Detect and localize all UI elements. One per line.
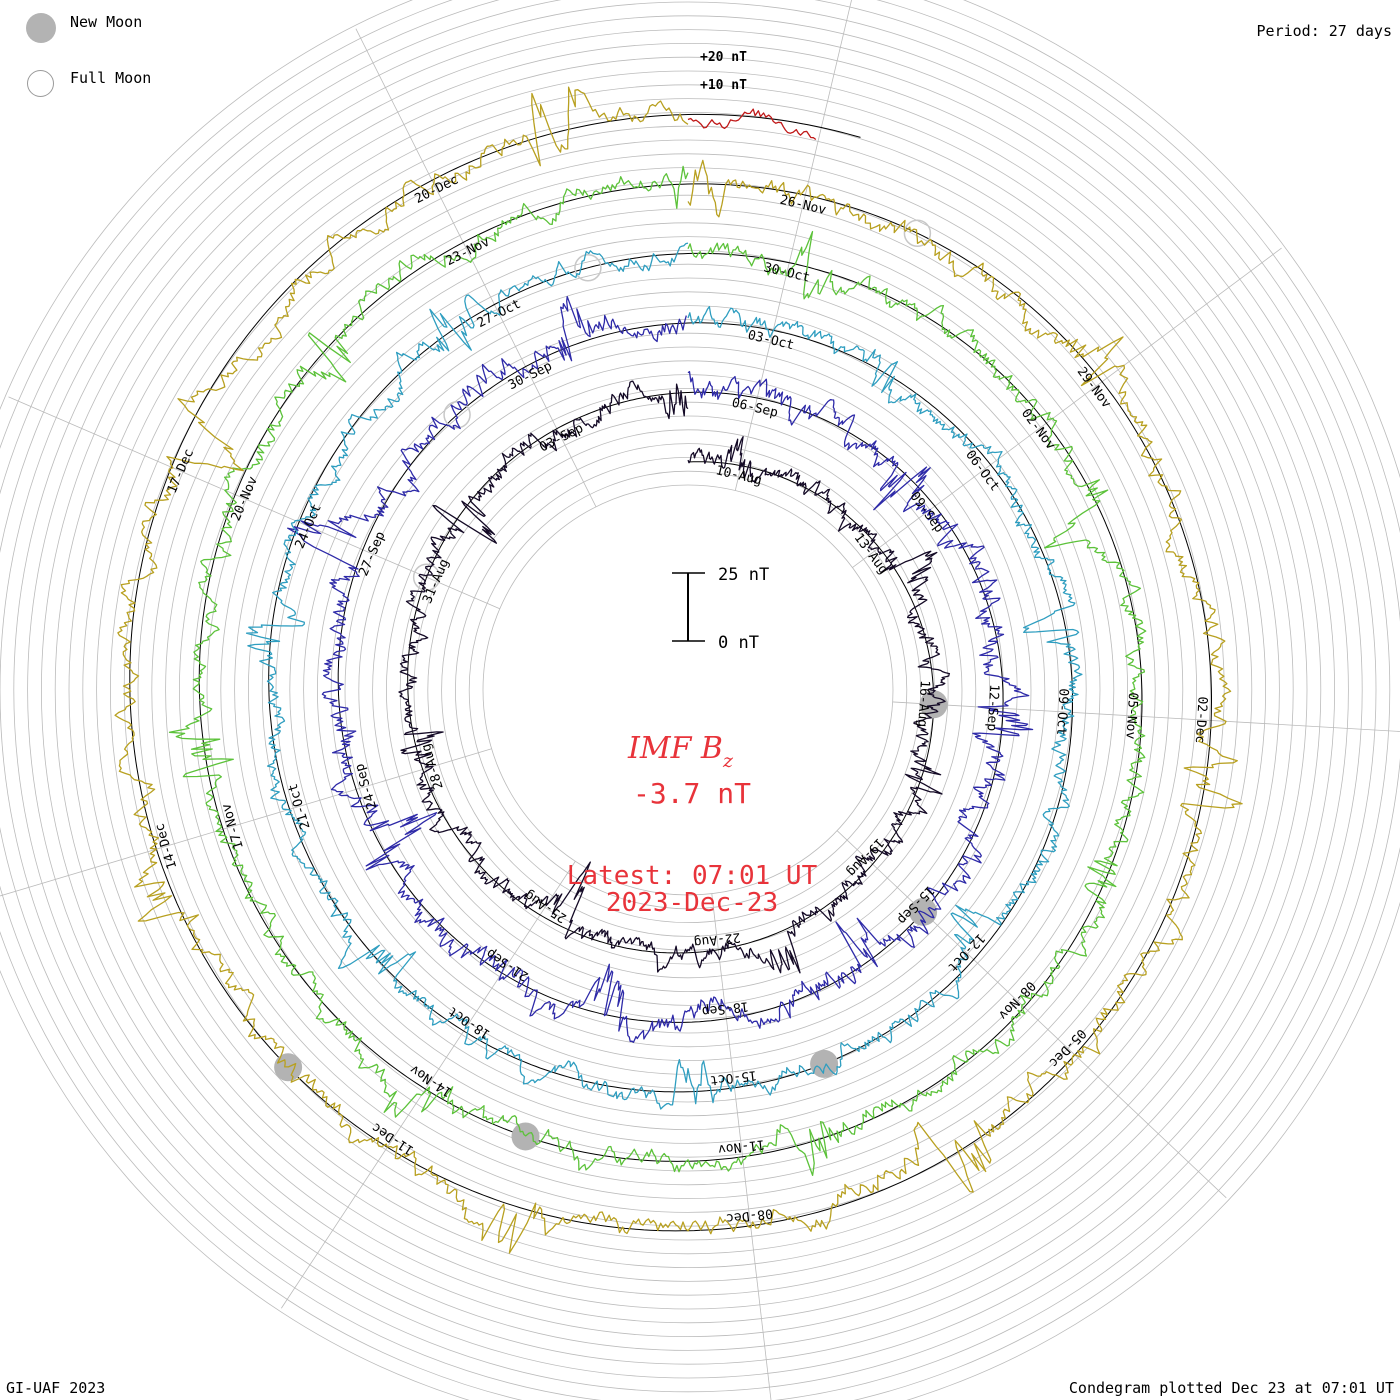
grid-ring: [344, 346, 1032, 1034]
grid-ring: [261, 263, 1115, 1117]
grid-ring: [482, 484, 894, 896]
data-series: [114, 86, 1243, 1254]
grid-ring: [54, 56, 1322, 1324]
grid-ring: [247, 249, 1129, 1131]
grid-ring: [68, 70, 1308, 1310]
grid-ring: [413, 415, 963, 965]
grid-ring: [165, 167, 1211, 1213]
ref-label-10: +10 nT: [700, 78, 747, 93]
radial-grid-line: [892, 701, 1400, 732]
grid-ring: [151, 153, 1225, 1227]
grid-ring: [82, 84, 1294, 1296]
new-moon-legend-icon: [26, 13, 56, 43]
grid-ring: [178, 180, 1198, 1200]
radial-grid-line: [734, 0, 852, 491]
date-label: 11-Nov: [717, 1136, 766, 1156]
scale-top-label: 25 nT: [718, 565, 769, 585]
series-line-2: [287, 295, 1034, 1043]
radial-grid-line: [8, 396, 500, 610]
date-label: 12-Sep: [984, 684, 1002, 732]
zero-reference-spiral: [129, 113, 1212, 1232]
period-label: Period: 27 days: [1256, 22, 1392, 40]
grid-ring: [192, 194, 1184, 1186]
zero-reference-rings: [129, 113, 1212, 1232]
radial-grid-line: [0, 748, 492, 897]
date-label: 02-Dec: [1192, 696, 1210, 744]
series-line-1: [398, 380, 951, 974]
date-label: 18-Oct: [446, 1003, 493, 1041]
grid-ring: [96, 98, 1280, 1282]
full-moon-legend-label: Full Moon: [70, 69, 152, 87]
chart-title-main: IMF B: [627, 731, 723, 766]
date-label: 15-Oct: [709, 1067, 757, 1087]
full-moon-legend-icon: [27, 70, 54, 97]
grid-ring: [110, 112, 1266, 1268]
radial-grid-line: [852, 247, 1282, 568]
series-line-3: [245, 242, 1083, 1110]
date-label: 21-Sep: [484, 945, 532, 983]
date-label: 17-Nov: [219, 801, 247, 850]
date-label: 03-Oct: [746, 328, 795, 353]
grid-ring: [399, 401, 977, 979]
new-moon-marker: [919, 690, 948, 719]
full-moon-marker: [443, 401, 471, 429]
grid-ring: [137, 139, 1239, 1241]
grid-ring: [206, 208, 1170, 1172]
grid-ring: [123, 125, 1253, 1255]
date-label: 18-Sep: [701, 998, 750, 1018]
grid-ring: [316, 318, 1060, 1062]
grid-ring: [468, 470, 908, 910]
date-label: 06-Sep: [730, 395, 779, 420]
ref-label-20: +20 nT: [700, 50, 747, 65]
chart-title: IMF Bz: [627, 731, 734, 772]
date-label: 30-Oct: [762, 260, 811, 285]
date-label: 05-Nov: [1122, 692, 1140, 740]
grid-ring: [454, 456, 922, 924]
date-label: 28-Aug: [419, 742, 447, 791]
series-line-4: [168, 165, 1147, 1177]
current-value: -3.7 nT: [633, 777, 751, 810]
grid-ring: [289, 291, 1087, 1089]
date-label: 09-Oct: [1053, 688, 1071, 736]
scale-bar: 25 nT 0 nT: [672, 565, 769, 653]
plotted-timestamp: Condegram plotted Dec 23 at 07:01 UT: [1068, 1379, 1394, 1397]
date-label: 08-Dec: [725, 1205, 773, 1225]
grid-ring: [330, 332, 1046, 1048]
date-label: 10-Aug: [714, 463, 763, 488]
grid-ring: [220, 222, 1156, 1158]
latest-time: Latest: 07:01 UT: [567, 861, 818, 891]
date-label: 22-Aug: [693, 929, 741, 949]
full-moon-marker: [412, 563, 441, 592]
full-moon-marker: [574, 254, 602, 282]
moon-markers: [274, 219, 948, 1151]
radial-grid-line: [836, 830, 1227, 1199]
grid-ring: [275, 277, 1101, 1103]
radial-grid-line: [711, 893, 772, 1400]
new-moon-legend-label: New Moon: [70, 13, 143, 31]
radial-grid-line: [355, 28, 597, 507]
grid-ring: [0, 1, 1377, 1379]
grid-ring: [13, 15, 1363, 1365]
grid-ring: [41, 43, 1335, 1337]
date-label: 26-Nov: [778, 193, 827, 218]
latest-date: 2023-Dec-23: [606, 888, 778, 918]
credit-label: GI-UAF 2023: [6, 1379, 106, 1397]
grid-ring: [27, 29, 1349, 1351]
series-line-6: [687, 108, 817, 141]
full-moon-marker: [903, 219, 932, 247]
series-line-5: [114, 86, 1243, 1254]
grid-ring: [385, 387, 991, 993]
date-label: 21-Oct: [286, 782, 314, 831]
radial-grid-line: [281, 861, 576, 1309]
date-label: 16-Aug: [914, 680, 932, 728]
scale-bottom-label: 0 nT: [718, 633, 759, 653]
chart-title-sub: z: [722, 750, 734, 772]
